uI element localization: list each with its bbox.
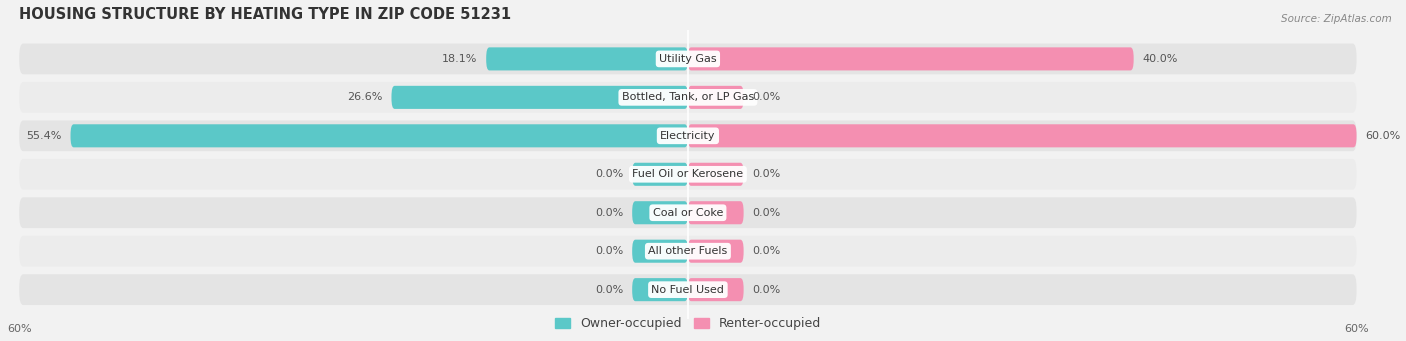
Text: 55.4%: 55.4% bbox=[27, 131, 62, 141]
FancyBboxPatch shape bbox=[633, 201, 688, 224]
Text: 0.0%: 0.0% bbox=[595, 169, 623, 179]
FancyBboxPatch shape bbox=[688, 201, 744, 224]
FancyBboxPatch shape bbox=[20, 44, 1357, 74]
Text: 40.0%: 40.0% bbox=[1143, 54, 1178, 64]
FancyBboxPatch shape bbox=[688, 124, 1357, 147]
Text: Utility Gas: Utility Gas bbox=[659, 54, 717, 64]
Text: 26.6%: 26.6% bbox=[347, 92, 382, 102]
Text: 0.0%: 0.0% bbox=[595, 285, 623, 295]
FancyBboxPatch shape bbox=[688, 163, 744, 186]
Text: 0.0%: 0.0% bbox=[752, 92, 780, 102]
Text: 0.0%: 0.0% bbox=[752, 246, 780, 256]
Text: Coal or Coke: Coal or Coke bbox=[652, 208, 723, 218]
Text: All other Fuels: All other Fuels bbox=[648, 246, 727, 256]
Text: 18.1%: 18.1% bbox=[441, 54, 477, 64]
Text: Electricity: Electricity bbox=[661, 131, 716, 141]
Text: Fuel Oil or Kerosene: Fuel Oil or Kerosene bbox=[633, 169, 744, 179]
Text: 0.0%: 0.0% bbox=[752, 169, 780, 179]
FancyBboxPatch shape bbox=[20, 82, 1357, 113]
FancyBboxPatch shape bbox=[688, 86, 744, 109]
FancyBboxPatch shape bbox=[486, 47, 688, 71]
FancyBboxPatch shape bbox=[688, 240, 744, 263]
FancyBboxPatch shape bbox=[391, 86, 688, 109]
Text: HOUSING STRUCTURE BY HEATING TYPE IN ZIP CODE 51231: HOUSING STRUCTURE BY HEATING TYPE IN ZIP… bbox=[20, 7, 512, 22]
FancyBboxPatch shape bbox=[633, 278, 688, 301]
Text: No Fuel Used: No Fuel Used bbox=[651, 285, 724, 295]
FancyBboxPatch shape bbox=[20, 274, 1357, 305]
FancyBboxPatch shape bbox=[633, 163, 688, 186]
FancyBboxPatch shape bbox=[20, 236, 1357, 267]
FancyBboxPatch shape bbox=[688, 47, 1133, 71]
Text: 0.0%: 0.0% bbox=[595, 208, 623, 218]
FancyBboxPatch shape bbox=[688, 278, 744, 301]
FancyBboxPatch shape bbox=[20, 159, 1357, 190]
Text: 60.0%: 60.0% bbox=[1365, 131, 1400, 141]
FancyBboxPatch shape bbox=[633, 240, 688, 263]
FancyBboxPatch shape bbox=[20, 197, 1357, 228]
Legend: Owner-occupied, Renter-occupied: Owner-occupied, Renter-occupied bbox=[550, 312, 825, 335]
FancyBboxPatch shape bbox=[70, 124, 688, 147]
Text: 0.0%: 0.0% bbox=[752, 208, 780, 218]
FancyBboxPatch shape bbox=[20, 120, 1357, 151]
Text: 0.0%: 0.0% bbox=[595, 246, 623, 256]
Text: Source: ZipAtlas.com: Source: ZipAtlas.com bbox=[1281, 14, 1392, 24]
Text: Bottled, Tank, or LP Gas: Bottled, Tank, or LP Gas bbox=[621, 92, 754, 102]
Text: 0.0%: 0.0% bbox=[752, 285, 780, 295]
